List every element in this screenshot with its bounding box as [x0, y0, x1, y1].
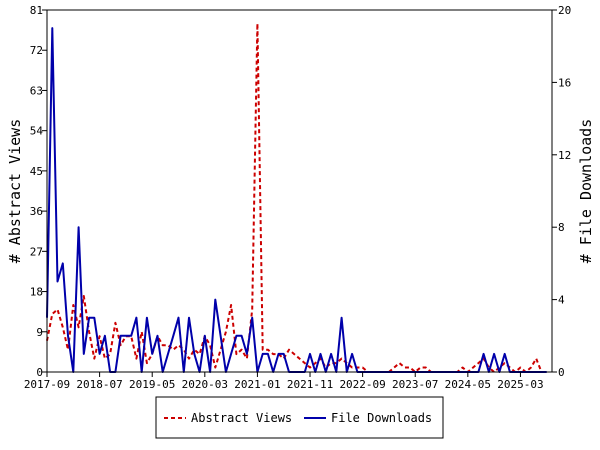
y-right-tick-label: 20 — [558, 4, 571, 17]
y-axis-left-label: # Abstract Views — [6, 119, 24, 264]
y-left-tick-label: 72 — [30, 44, 43, 57]
y-left-tick-label: 18 — [30, 286, 43, 299]
x-tick-label: 2022-09 — [339, 378, 385, 391]
y-left-tick-label: 9 — [36, 326, 43, 339]
y-left-tick-label: 63 — [30, 84, 43, 97]
x-tick-label: 2018-07 — [76, 378, 122, 391]
series-line-abstract-views — [46, 22, 547, 373]
y-right-tick-label: 4 — [558, 294, 565, 307]
legend: Abstract Views File Downloads — [155, 396, 444, 439]
y-right-tick-label: 0 — [558, 366, 565, 379]
y-axis-right-label: # File Downloads — [577, 119, 595, 264]
x-tick-label: 2025-03 — [497, 378, 543, 391]
y-right-tick-label: 12 — [558, 149, 571, 162]
y-left-tick-label: 45 — [30, 165, 43, 178]
series-line-file-downloads — [46, 27, 547, 373]
plot-area — [46, 22, 547, 373]
x-tick-label: 2024-05 — [445, 378, 491, 391]
x-tick-label: 2019-05 — [129, 378, 175, 391]
legend-label-file-downloads: File Downloads — [331, 411, 432, 425]
legend-box — [155, 396, 444, 439]
x-tick-label: 2021-11 — [287, 378, 333, 391]
x-tick-label: 2023-07 — [392, 378, 438, 391]
plot-frame — [46, 9, 553, 373]
x-tick-label: 2017-09 — [24, 378, 70, 391]
y-left-tick-label: 81 — [30, 4, 43, 17]
axes: 0 9 18 27 36 45 54 63 72 81 0 4 8 12 16 20 2017-09 2018-0… — [24, 4, 571, 391]
y-left-tick-label: 0 — [36, 366, 43, 379]
x-tick-label: 2020-03 — [182, 378, 228, 391]
y-left-tick-label: 27 — [30, 245, 43, 258]
x-tick-label: 2021-01 — [234, 378, 280, 391]
y-left-tick-label: 36 — [30, 205, 43, 218]
y-right-tick-label: 16 — [558, 76, 571, 89]
y-right-tick-label: 8 — [558, 221, 565, 234]
legend-label-abstract-views: Abstract Views — [191, 411, 292, 425]
y-left-tick-label: 54 — [30, 125, 44, 138]
